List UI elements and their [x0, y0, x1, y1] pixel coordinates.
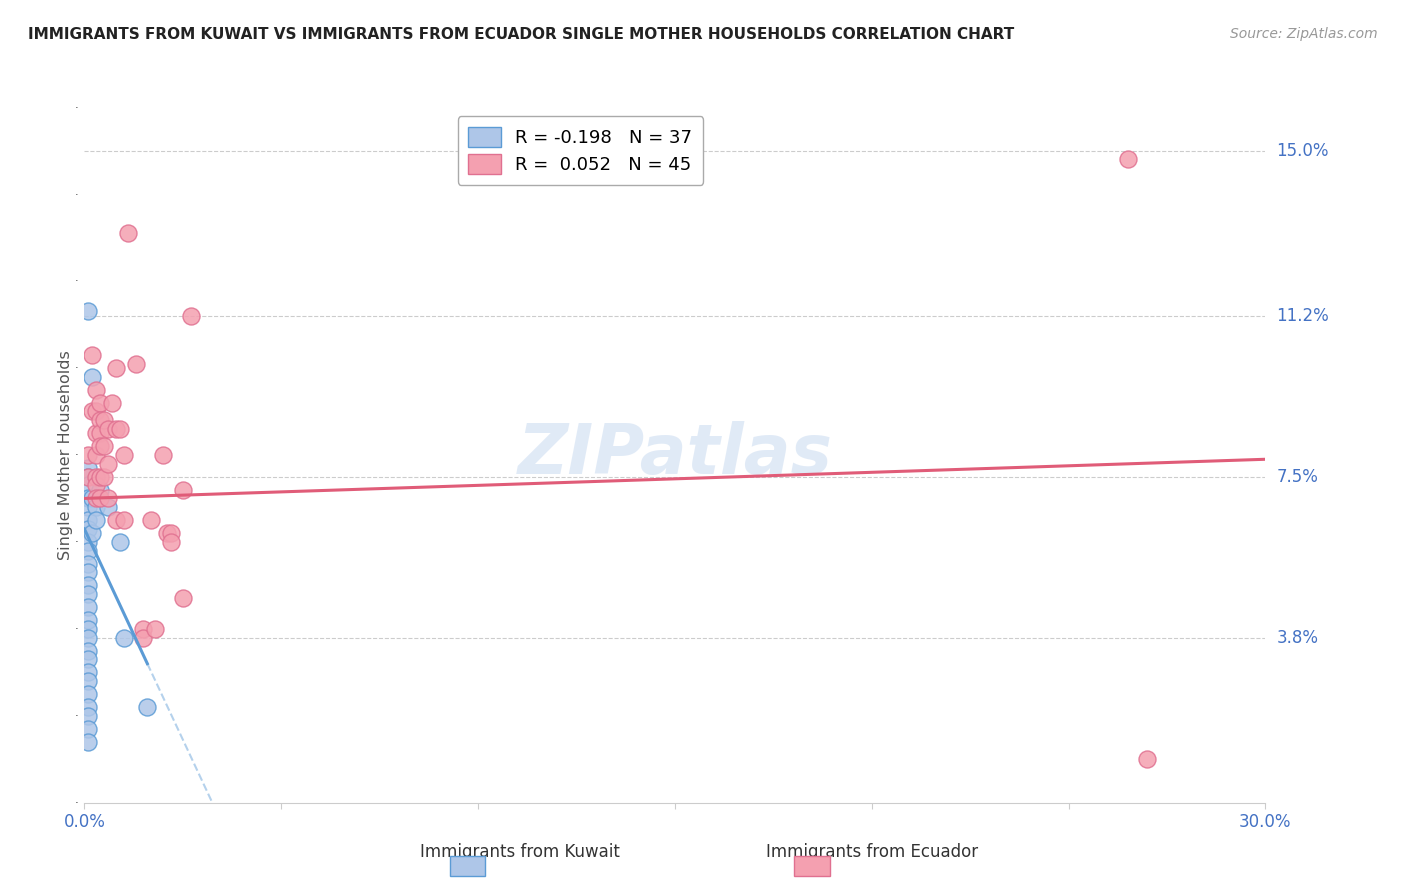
Point — [160, 526, 183, 541]
Point — [77, 622, 100, 636]
Point — [97, 500, 120, 514]
Point — [77, 613, 100, 627]
Point — [77, 469, 100, 483]
Point — [180, 309, 202, 323]
Point — [89, 413, 111, 427]
Point — [89, 483, 111, 497]
Point — [82, 491, 104, 506]
Point — [141, 513, 163, 527]
Point — [77, 478, 100, 492]
Text: Immigrants from Ecuador: Immigrants from Ecuador — [766, 843, 977, 861]
Point — [77, 491, 100, 506]
Point — [132, 622, 155, 636]
Point — [77, 674, 100, 689]
Point — [82, 526, 104, 541]
Point — [97, 491, 120, 506]
Point — [112, 513, 135, 527]
Text: Immigrants from Kuwait: Immigrants from Kuwait — [420, 843, 620, 861]
Point — [93, 413, 115, 427]
Point — [77, 469, 100, 483]
Point — [77, 578, 100, 592]
Text: 7.5%: 7.5% — [1277, 467, 1319, 485]
Point — [84, 426, 107, 441]
Point — [84, 500, 107, 514]
Point — [112, 631, 135, 645]
Point — [82, 369, 104, 384]
Point — [89, 491, 111, 506]
Point — [97, 422, 120, 436]
Point — [104, 513, 127, 527]
Point — [136, 700, 159, 714]
Point — [93, 469, 115, 483]
Point — [77, 513, 100, 527]
Point — [77, 543, 100, 558]
Legend: R = -0.198   N = 37, R =  0.052   N = 45: R = -0.198 N = 37, R = 0.052 N = 45 — [457, 116, 703, 185]
Text: 3.8%: 3.8% — [1277, 629, 1319, 647]
Point — [77, 535, 100, 549]
Point — [77, 700, 100, 714]
Text: 11.2%: 11.2% — [1277, 307, 1329, 325]
Point — [84, 491, 107, 506]
Point — [77, 461, 100, 475]
Point — [77, 522, 100, 536]
Point — [117, 226, 139, 240]
Point — [152, 448, 174, 462]
Point — [172, 483, 194, 497]
Point — [89, 396, 111, 410]
Point — [77, 722, 100, 736]
Point — [84, 383, 107, 397]
Point — [156, 526, 179, 541]
Point — [104, 422, 127, 436]
Point — [124, 357, 146, 371]
Point — [77, 652, 100, 666]
Point — [93, 439, 115, 453]
Point — [77, 665, 100, 680]
Point — [77, 566, 100, 580]
Point — [77, 557, 100, 571]
Point — [89, 469, 111, 483]
Point — [77, 687, 100, 701]
Text: 15.0%: 15.0% — [1277, 142, 1329, 160]
Y-axis label: Single Mother Households: Single Mother Households — [58, 350, 73, 560]
Point — [101, 396, 124, 410]
Point — [82, 348, 104, 362]
Point — [84, 478, 107, 492]
Point — [77, 643, 100, 657]
Point — [77, 735, 100, 749]
Point — [89, 439, 111, 453]
Point — [77, 587, 100, 601]
Point — [77, 631, 100, 645]
Point — [77, 708, 100, 723]
Point — [77, 600, 100, 615]
Point — [84, 469, 107, 483]
Text: IMMIGRANTS FROM KUWAIT VS IMMIGRANTS FROM ECUADOR SINGLE MOTHER HOUSEHOLDS CORRE: IMMIGRANTS FROM KUWAIT VS IMMIGRANTS FRO… — [28, 27, 1014, 42]
Text: ZIPatlas: ZIPatlas — [517, 421, 832, 489]
Point — [1116, 152, 1139, 166]
Point — [143, 622, 166, 636]
Point — [1136, 752, 1159, 766]
Point — [108, 535, 131, 549]
Point — [84, 404, 107, 418]
Text: Source: ZipAtlas.com: Source: ZipAtlas.com — [1230, 27, 1378, 41]
Point — [82, 404, 104, 418]
Point — [97, 457, 120, 471]
Point — [104, 360, 127, 375]
Point — [77, 304, 100, 318]
Point — [77, 500, 100, 514]
Point — [132, 631, 155, 645]
Point — [160, 535, 183, 549]
Point — [84, 513, 107, 527]
Point — [112, 448, 135, 462]
Point — [108, 422, 131, 436]
Point — [89, 426, 111, 441]
Point — [77, 448, 100, 462]
Point — [84, 448, 107, 462]
Point — [172, 591, 194, 606]
